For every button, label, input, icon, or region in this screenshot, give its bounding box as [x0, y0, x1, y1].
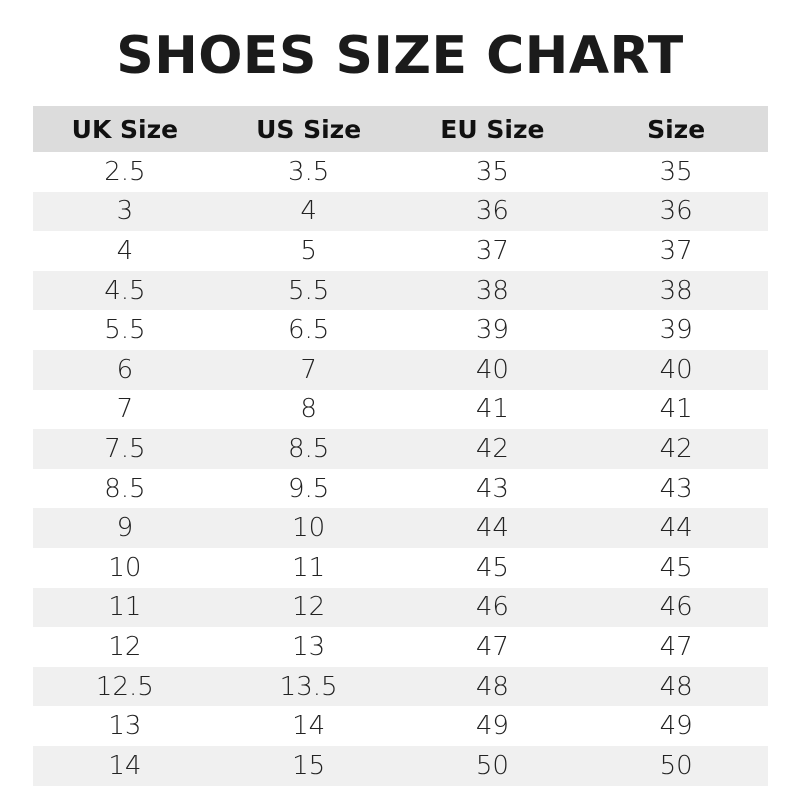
- table-row: 4 5 37 37: [33, 231, 768, 271]
- table-cell: 3.5: [287, 156, 330, 187]
- table-cell: 46: [659, 592, 693, 623]
- table-cell: 36: [659, 196, 693, 227]
- table-row: 13 14 49 49: [33, 706, 768, 746]
- table-cell: 48: [659, 671, 693, 702]
- table-cell: 37: [659, 235, 693, 266]
- table-cell: 14: [108, 750, 142, 781]
- table-cell: 4: [300, 196, 317, 227]
- table-cell: 41: [475, 394, 509, 425]
- table-cell: 41: [659, 394, 693, 425]
- table-cell: 5.5: [287, 275, 330, 306]
- table-header: UK Size US Size EU Size Size: [33, 106, 768, 152]
- table-cell: 37: [475, 235, 509, 266]
- table-cell: 10: [292, 513, 326, 544]
- table-row: 9 10 44 44: [33, 508, 768, 548]
- table-cell: 12.5: [95, 671, 154, 702]
- table-cell: 5.5: [104, 315, 146, 346]
- table-cell: 46: [475, 592, 509, 623]
- table-cell: 49: [659, 711, 693, 742]
- table-cell: 35: [659, 156, 693, 187]
- table-row: 10 11 45 45: [33, 548, 768, 588]
- table-row: 8.5 9.5 43 43: [33, 469, 768, 509]
- table-cell: 6.5: [287, 315, 330, 346]
- table-cell: 11: [108, 592, 142, 623]
- table-cell: 43: [475, 473, 509, 504]
- table-row: 4.5 5.5 38 38: [33, 270, 768, 311]
- table-row: 3 4 36 36: [33, 191, 768, 232]
- table-cell: 13.5: [279, 671, 338, 702]
- table-row: 14 15 50 50: [33, 745, 768, 786]
- column-header: Size: [647, 114, 706, 144]
- table-cell: 13: [108, 711, 142, 742]
- table-cell: 8.5: [287, 433, 330, 464]
- table-cell: 40: [659, 354, 693, 385]
- table-row: 7.5 8.5 42 42: [33, 429, 768, 469]
- column-header: UK Size: [71, 114, 179, 144]
- table-cell: 43: [659, 473, 693, 504]
- table-cell: 7: [116, 394, 134, 425]
- table-cell: 42: [475, 433, 509, 464]
- table-cell: 5: [300, 235, 317, 266]
- table-row: 2.5 3.5 35 35: [33, 152, 768, 192]
- table-row: 6 7 40 40: [33, 349, 768, 390]
- table-cell: 38: [475, 275, 509, 306]
- size-table: UK Size US Size EU Size Size 2.5 3.5 35 35 3 4 36…: [33, 106, 768, 786]
- table-cell: 38: [659, 275, 693, 306]
- table-cell: 13: [292, 631, 326, 662]
- table-cell: 15: [292, 750, 326, 781]
- table-cell: 42: [659, 433, 693, 464]
- table-cell: 9.5: [287, 473, 330, 504]
- table-cell: 11: [292, 552, 326, 583]
- table-cell: 39: [659, 315, 693, 346]
- table-cell: 4: [116, 235, 134, 266]
- table-cell: 8: [300, 394, 317, 425]
- table-row: 5.5 6.5 39 39: [33, 310, 768, 350]
- table-cell: 10: [108, 552, 142, 583]
- table-cell: 48: [475, 671, 509, 702]
- table-cell: 12: [292, 592, 326, 623]
- table-cell: 36: [475, 196, 509, 227]
- table-cell: 4.5: [104, 275, 146, 306]
- table-cell: 50: [475, 750, 509, 781]
- column-header: US Size: [256, 114, 362, 144]
- table-cell: 50: [659, 750, 693, 781]
- table-cell: 2.5: [104, 156, 146, 187]
- table-cell: 47: [475, 631, 509, 662]
- table-row: 12.5 13.5 48 48: [33, 666, 768, 707]
- table-cell: 44: [475, 513, 509, 544]
- table-cell: 40: [475, 354, 509, 385]
- table-cell: 3: [116, 196, 134, 227]
- table-cell: 35: [475, 156, 509, 187]
- table-cell: 45: [659, 552, 693, 583]
- table-cell: 39: [475, 315, 509, 346]
- table-cell: 49: [475, 711, 509, 742]
- table-cell: 44: [659, 513, 693, 544]
- table-cell: 45: [475, 552, 509, 583]
- table-row: 12 13 47 47: [33, 627, 768, 667]
- table-cell: 7: [300, 354, 317, 385]
- table-cell: 12: [108, 631, 142, 662]
- table-row: 11 12 46 46: [33, 587, 768, 628]
- table-cell: 9: [116, 513, 134, 544]
- table-cell: 47: [659, 631, 693, 662]
- page-title: SHOES SIZE CHART: [116, 26, 684, 86]
- table-cell: 8.5: [104, 473, 146, 504]
- table-cell: 6: [116, 354, 134, 385]
- table-row: 7 8 41 41: [33, 390, 768, 430]
- table-cell: 14: [292, 711, 326, 742]
- column-header: EU Size: [440, 114, 545, 144]
- table-cell: 7.5: [104, 433, 146, 464]
- table-body: 2.5 3.5 35 35 3 4 36 36 4 5 37 37 4.5 5.5 38 38 5.5 6.5 39…: [33, 152, 768, 786]
